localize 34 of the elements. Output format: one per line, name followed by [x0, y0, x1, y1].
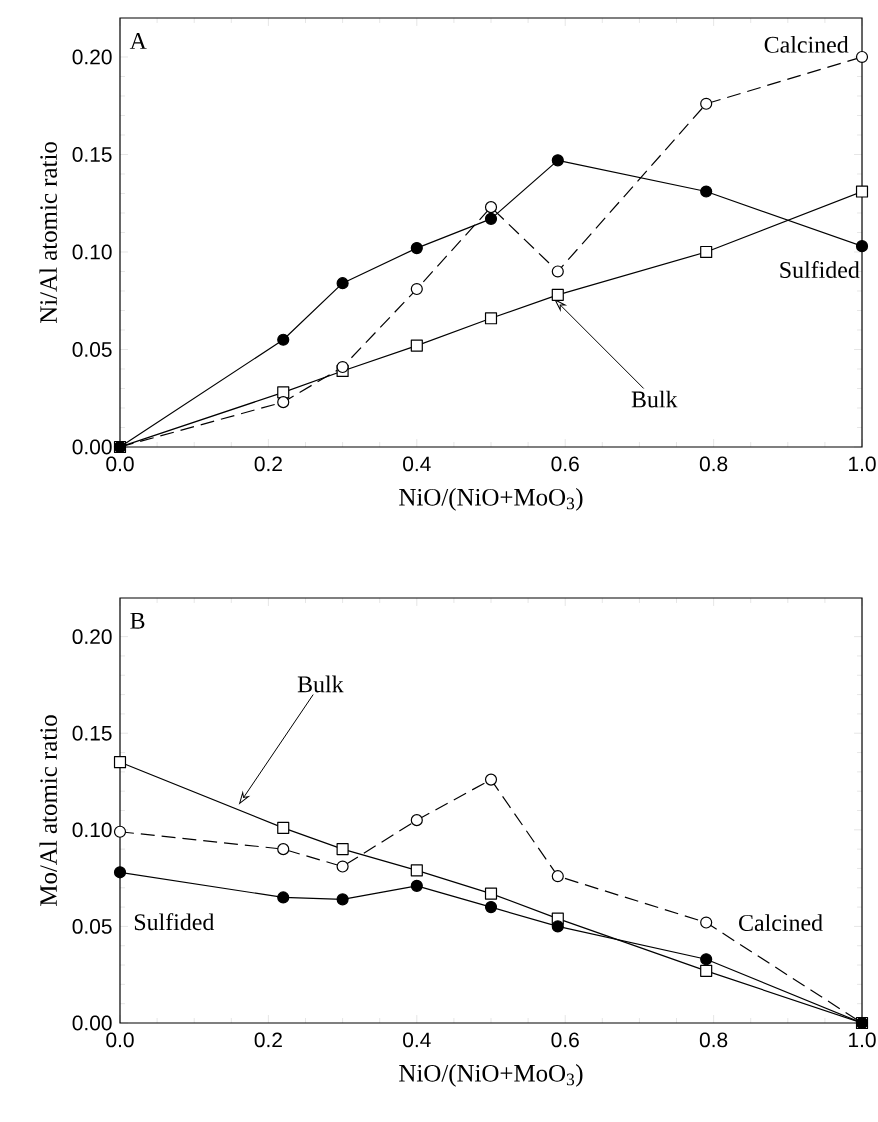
- annotation: B: [130, 612, 145, 629]
- y-tick-label: 0.10: [72, 244, 112, 260]
- x-tick-label: 0.6: [551, 1032, 579, 1048]
- series-label: Calcined: [739, 914, 823, 931]
- x-tick-label: 1.0: [849, 1032, 876, 1048]
- x-tick-label: 1.0: [849, 456, 876, 472]
- x-tick-label: 0.8: [699, 1032, 728, 1048]
- x-axis-title: NiO/(NiO+MoO$_{3}$): [399, 488, 583, 511]
- y-tick-label: 0.10: [72, 822, 112, 838]
- y-tick-label: 0.15: [72, 147, 112, 162]
- x-tick-label: 0.0: [106, 456, 134, 472]
- x-tick-label: 0.0: [106, 1032, 134, 1048]
- y-tick-label: 0.05: [72, 919, 112, 934]
- series-label: Sulfided: [134, 913, 215, 931]
- series-label: Sulfided: [780, 261, 860, 279]
- x-tick-label: 0.2: [254, 1032, 282, 1048]
- y-tick-label: 0.20: [72, 49, 112, 65]
- x-tick-label: 0.2: [254, 456, 282, 472]
- x-tick-label: 0.4: [403, 456, 431, 472]
- x-tick-label: 0.6: [551, 456, 579, 472]
- y-tick-label: 0.00: [72, 1015, 112, 1031]
- x-tick-label: 0.8: [699, 456, 728, 472]
- y-axis-title: Mo/Al atomic ratio: [39, 715, 57, 906]
- y-tick-label: 0.20: [72, 629, 112, 645]
- x-tick-label: 0.4: [403, 1032, 431, 1048]
- series-label: Calcined: [764, 36, 849, 53]
- x-axis-title: NiO/(NiO+MoO$_{3}$): [399, 1064, 583, 1087]
- y-axis-title: Ni/Al atomic ratio: [39, 142, 57, 324]
- annotation: A: [129, 33, 147, 49]
- y-tick-label: 0.00: [72, 439, 112, 455]
- text: Bulk: [297, 675, 344, 693]
- y-tick-label: 0.15: [72, 725, 112, 741]
- y-tick-label: 0.05: [72, 342, 112, 357]
- text: Bulk: [631, 390, 678, 408]
